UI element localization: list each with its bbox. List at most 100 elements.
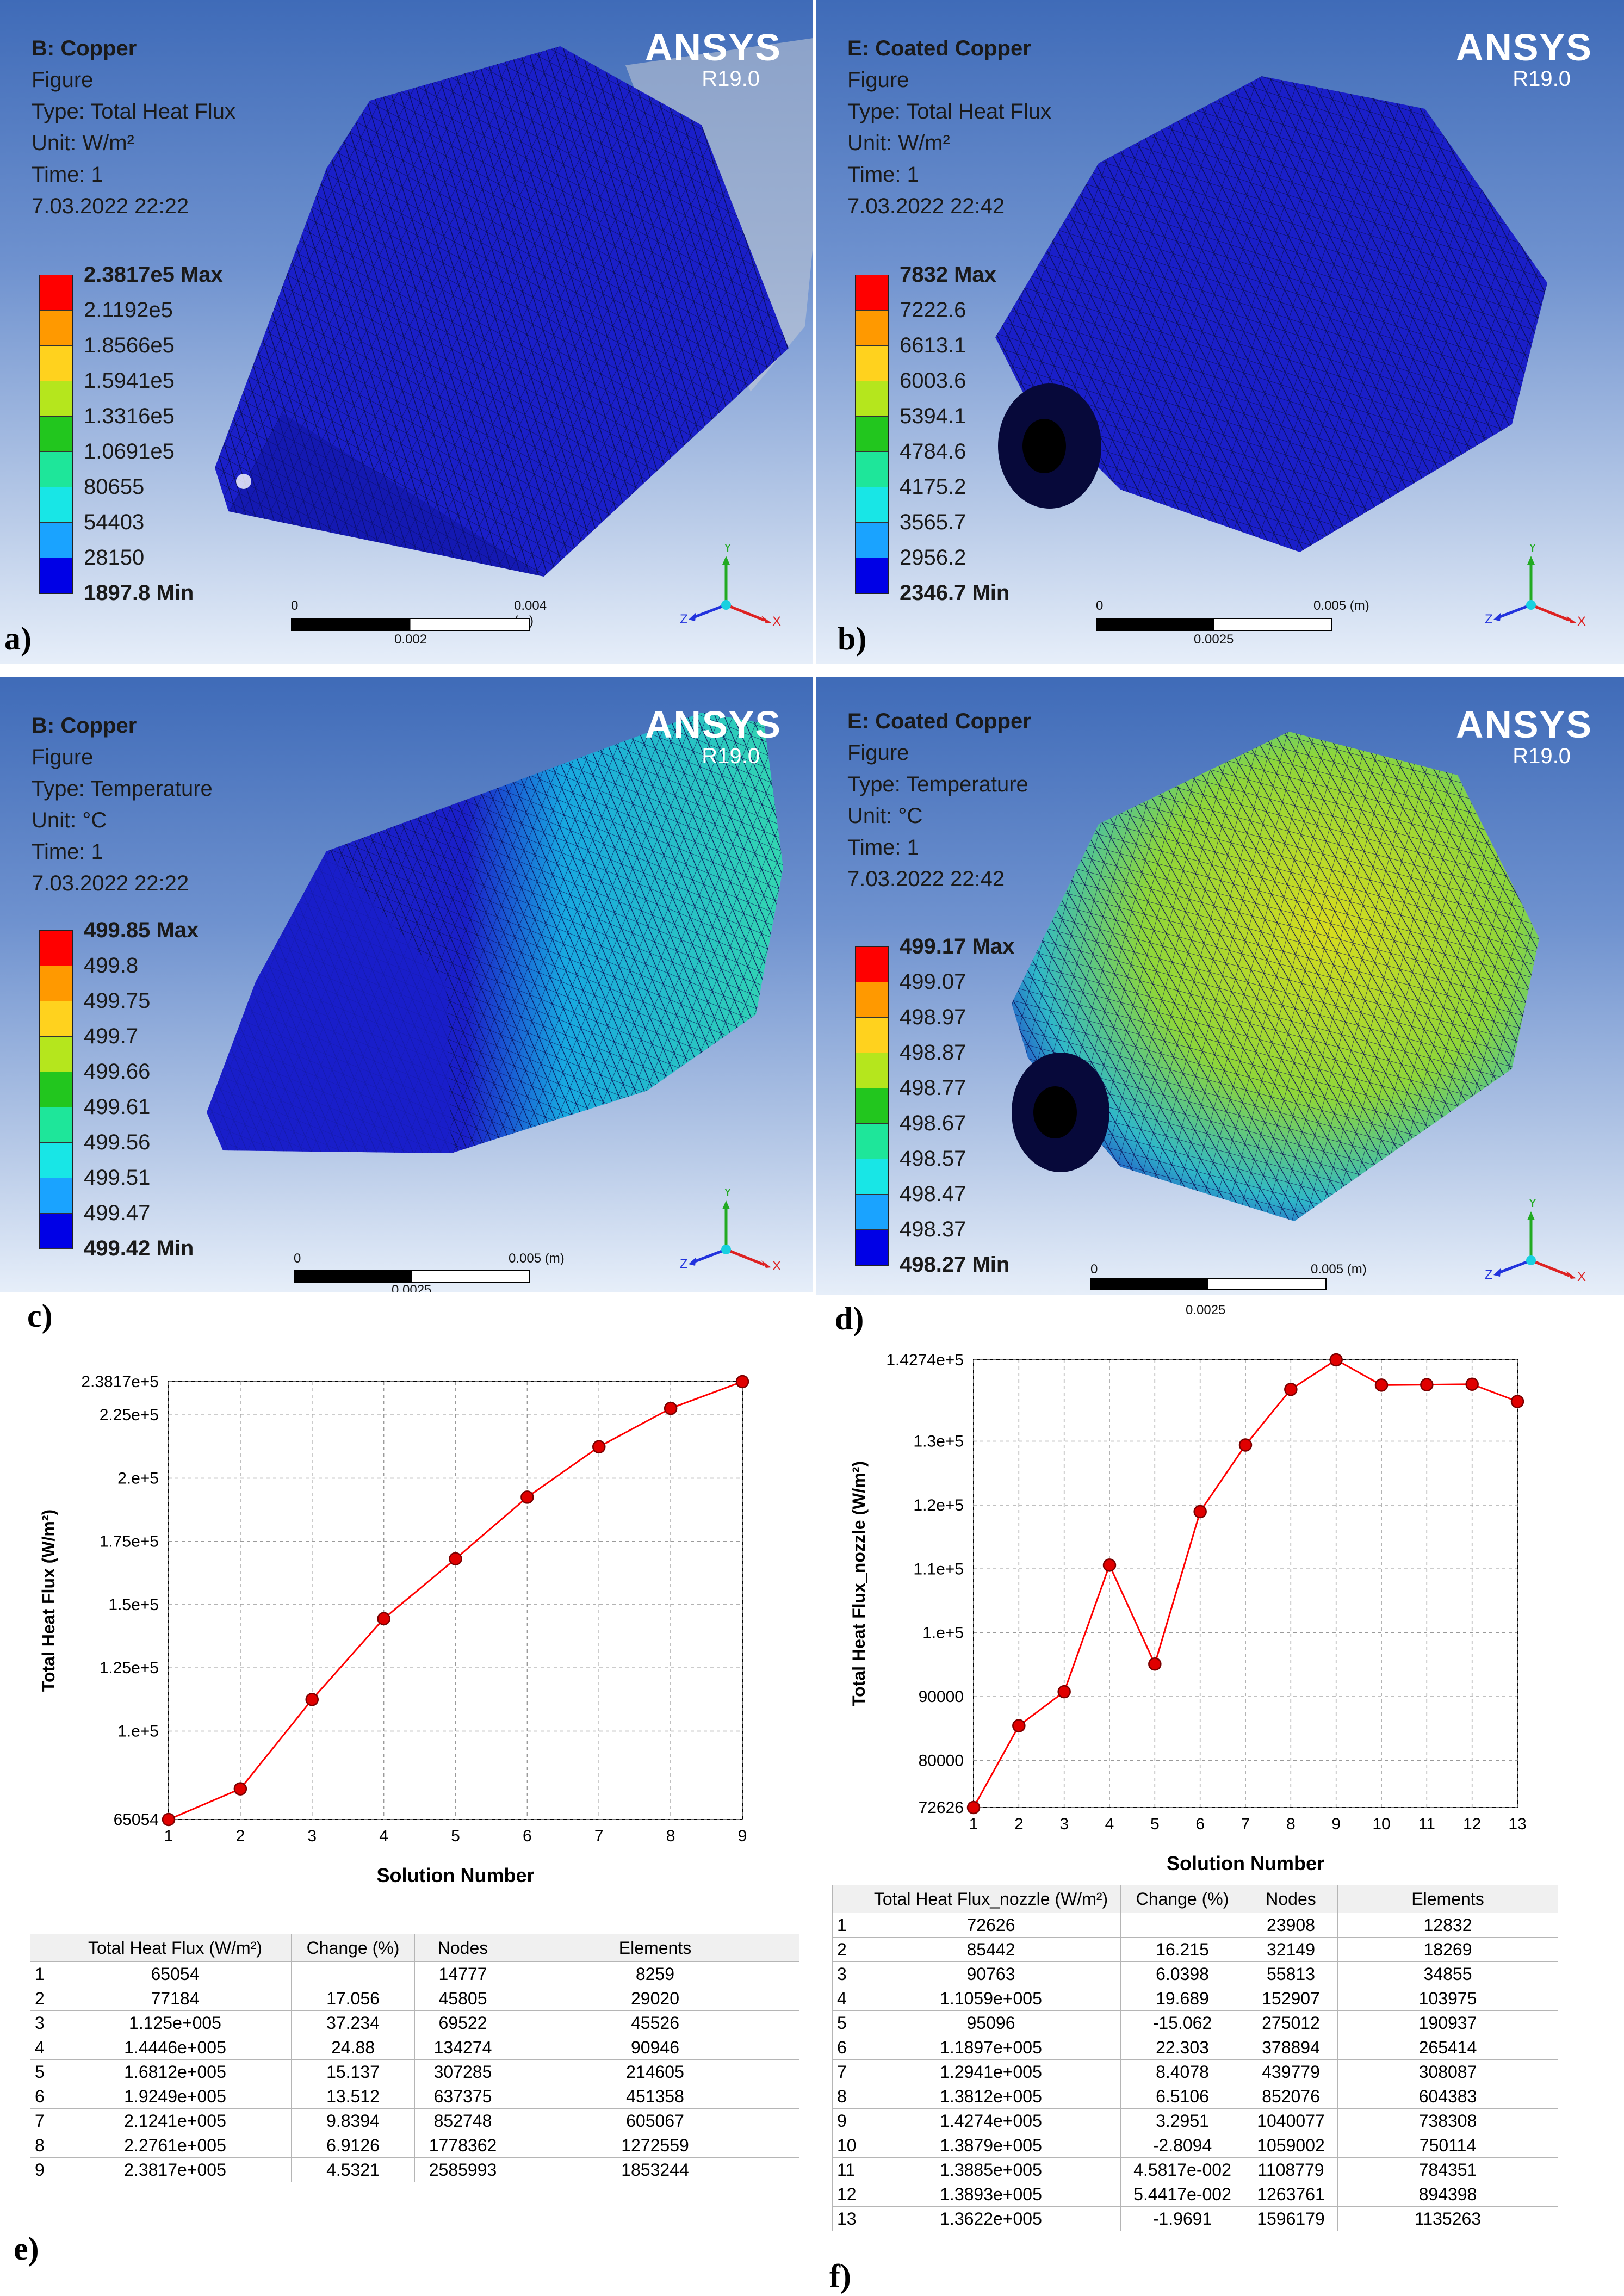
axis-triad: Y X Z <box>1485 1199 1586 1284</box>
triad-y-label: Y <box>723 1189 732 1199</box>
panel-label-b: b) <box>838 621 867 657</box>
model-title: E: Coated Copper <box>847 709 1031 733</box>
col-header: Total Heat Flux (W/m²) <box>59 1934 292 1962</box>
panel-d: E: Coated Copper Figure Type: Temperatur… <box>816 677 1624 1295</box>
table-cell: 45526 <box>511 2010 799 2035</box>
data-point <box>592 1440 606 1454</box>
panel-a: B: Copper Figure Type: Total Heat Flux U… <box>0 0 813 664</box>
y-tick-label: 1.4274e+5 <box>886 1351 964 1369</box>
mesh-model <box>215 38 813 577</box>
legend-swatch <box>40 1143 72 1178</box>
table-row: 8 1.3812e+005 6.5106 852076 604383 <box>832 2084 1558 2109</box>
ansys-logo: ANSYS R19.0 <box>645 27 782 90</box>
table-cell <box>291 1961 415 1986</box>
result-type: Type: Temperature <box>32 777 213 801</box>
table-cell: 11 <box>832 2157 861 2182</box>
table-cell: 738308 <box>1337 2108 1558 2133</box>
legend-level: 499.07 <box>900 970 966 994</box>
table-row: 11 1.3885e+005 4.5817e-002 1108779 784351 <box>832 2157 1558 2182</box>
table-cell: 1108779 <box>1244 2157 1338 2182</box>
table-cell: 9.8394 <box>291 2108 415 2133</box>
table-cell: 307285 <box>414 2059 511 2084</box>
panel-b: E: Coated Copper Figure Type: Total Heat… <box>816 0 1624 664</box>
table-cell: 14777 <box>414 1961 511 1986</box>
table-row: 6 1.1897e+005 22.303 378894 265414 <box>832 2035 1558 2060</box>
table-cell: 1.3622e+005 <box>861 2206 1121 2231</box>
y-tick-label: 1.2e+5 <box>913 1496 964 1514</box>
triad-z-label: Z <box>1485 1267 1493 1282</box>
legend-swatch <box>856 311 888 346</box>
data-point <box>233 1782 247 1796</box>
legend-swatch <box>40 1107 72 1143</box>
col-header: Change (%) <box>1120 1885 1244 1913</box>
legend-bar <box>39 275 73 594</box>
table-cell: 65054 <box>59 1961 292 1986</box>
legend-level: 499.7 <box>84 1024 139 1048</box>
y-tick-label: 2.25e+5 <box>100 1406 159 1424</box>
table-cell: 5 <box>30 2059 59 2084</box>
legend-bar <box>855 275 889 594</box>
brand-name: ANSYS <box>1455 703 1592 746</box>
y-axis-label: Total Heat Flux (W/m²) <box>39 1509 58 1692</box>
panel-c: B: Copper Figure Type: Temperature Unit:… <box>0 677 813 1292</box>
legend-min: 498.27 Min <box>900 1253 1010 1277</box>
scale-mid: 0.0025 <box>1194 632 1234 647</box>
table-cell: 190937 <box>1337 2010 1558 2035</box>
table-cell: 265414 <box>1337 2035 1558 2060</box>
data-point <box>449 1552 462 1565</box>
data-point <box>966 1800 981 1815</box>
table-cell: 1.3879e+005 <box>861 2133 1121 2158</box>
table-f: Total Heat Flux_nozzle (W/m²) Change (%)… <box>832 1885 1558 2231</box>
data-point <box>664 1401 678 1415</box>
table-cell: 6.0398 <box>1120 1961 1244 1986</box>
table-row: 8 2.2761e+005 6.9126 1778362 1272559 <box>30 2133 799 2158</box>
x-tick-label: 6 <box>1195 1815 1205 1833</box>
x-tick-label: 10 <box>1372 1815 1390 1833</box>
table-cell: -1.9691 <box>1120 2206 1244 2231</box>
triad-y-label: Y <box>723 544 732 555</box>
triad-x-label: X <box>772 1259 781 1273</box>
legend-swatch <box>856 982 888 1018</box>
legend-swatch <box>40 1037 72 1072</box>
table-cell: 16.215 <box>1120 1937 1244 1962</box>
table-cell: 275012 <box>1244 2010 1338 2035</box>
triad-x-label: X <box>1577 1270 1586 1284</box>
chart-e: 1 2 3 4 5 6 7 8 9 65054 1.e+5 1.25e+5 1.5e+5 1.75e+5 2… <box>39 1373 749 1886</box>
legend-swatch <box>40 931 72 966</box>
legend-level: 498.97 <box>900 1005 966 1029</box>
chart-f: 1 2 3 4 5 6 7 8 9 10 11 12 137262680000900001.e+51.1… <box>849 1351 1527 1874</box>
table-cell: 9 <box>832 2108 861 2133</box>
x-tick-label: 7 <box>1241 1815 1250 1833</box>
data-point <box>377 1612 390 1626</box>
table-row: 10 1.3879e+005 -2.8094 1059002 750114 <box>832 2133 1558 2158</box>
panel-label-e: e) <box>14 2231 39 2267</box>
legend-level: 6613.1 <box>900 333 966 357</box>
legend-max: 499.85 Max <box>84 918 199 942</box>
legend-level: 498.67 <box>900 1111 966 1135</box>
table-cell: 1272559 <box>511 2133 799 2158</box>
data-point <box>162 1812 176 1827</box>
legend-bar <box>855 946 889 1266</box>
y-tick-label: 1.e+5 <box>922 1624 964 1642</box>
y-tick-label: 1.75e+5 <box>100 1533 159 1551</box>
table-e: Total Heat Flux (W/m²) Change (%) Nodes … <box>30 1934 799 2182</box>
legend-level: 499.61 <box>84 1095 151 1119</box>
table-cell: 90946 <box>511 2035 799 2060</box>
x-tick-label: 5 <box>1150 1815 1160 1833</box>
table-cell: 55813 <box>1244 1961 1338 1986</box>
y-tick-label: 65054 <box>114 1811 159 1829</box>
table-cell: 1263761 <box>1244 2182 1338 2207</box>
triad-x-label: X <box>772 614 781 629</box>
legend-level: 28150 <box>84 546 145 570</box>
y-tick-label: 2.e+5 <box>117 1469 159 1487</box>
y-tick-label: 72626 <box>919 1799 964 1817</box>
panel-label-d: d) <box>835 1301 864 1336</box>
legend-swatch <box>40 1072 72 1107</box>
y-tick-label: 1.e+5 <box>117 1722 159 1740</box>
result-date: 7.03.2022 22:42 <box>847 867 1005 891</box>
model-title: B: Copper <box>32 714 137 738</box>
table-cell: 1.4446e+005 <box>59 2035 292 2060</box>
result-type: Type: Total Heat Flux <box>32 100 235 123</box>
data-point <box>1329 1353 1343 1367</box>
table-row: 4 1.4446e+005 24.88 134274 90946 <box>30 2035 799 2060</box>
